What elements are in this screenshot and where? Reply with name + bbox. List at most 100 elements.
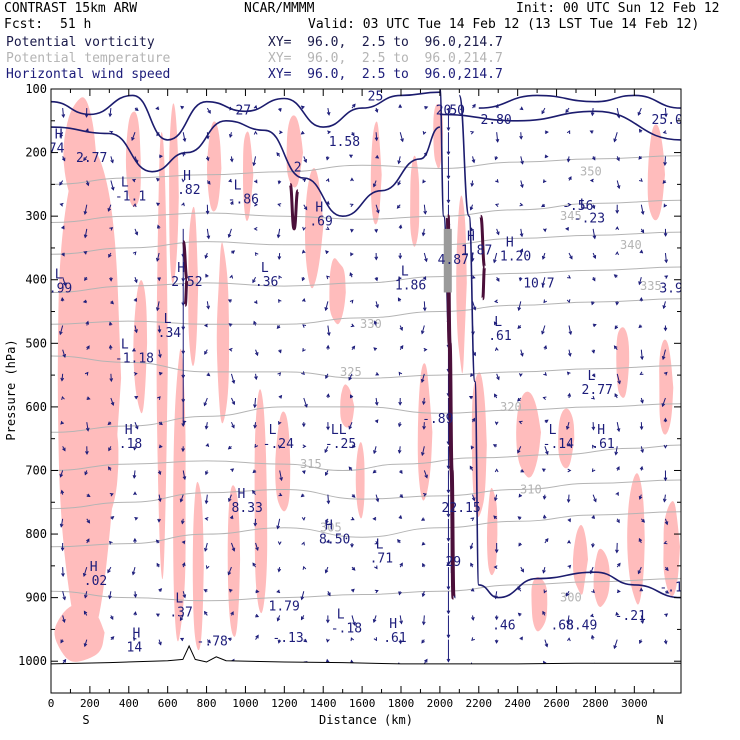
wind-arrow-head <box>663 161 667 166</box>
wind-arrow-head <box>350 228 354 233</box>
wind-arrow-head <box>591 395 595 400</box>
wind-arrow-head <box>374 228 379 233</box>
wind-arrow-head <box>446 489 451 494</box>
wind-arrow-head <box>398 224 403 229</box>
wind-arrow-head <box>349 272 354 277</box>
wind-arrow-head <box>61 157 66 162</box>
wind-arrow-head <box>159 154 163 159</box>
wind-arrow <box>204 397 208 406</box>
pv-extremum-value: -.11 <box>659 580 690 595</box>
pv-extremum-value: .18 <box>119 437 142 452</box>
pv-fill-region <box>133 280 148 414</box>
wind-arrow-head <box>471 275 476 279</box>
wind-arrow-head <box>324 569 329 574</box>
wind-arrow-head <box>204 500 209 505</box>
wind-arrow <box>520 349 524 356</box>
wind-arrow-head <box>494 468 499 473</box>
model-title: CONTRAST 15km ARW <box>4 1 138 16</box>
wind-arrow-head <box>109 277 113 282</box>
wind-arrow-head <box>276 152 281 157</box>
wind-arrow-head <box>446 199 451 204</box>
wind-arrow-head <box>85 320 90 325</box>
wind-arrow-head <box>616 519 620 524</box>
wind-arrow-head <box>543 344 548 350</box>
wind-arrow-head <box>614 393 618 398</box>
wind-arrow <box>158 494 161 502</box>
x-tick-label: 2400 <box>504 697 531 710</box>
wind-arrow-head <box>228 588 233 593</box>
wind-arrow-head <box>663 417 668 422</box>
pv-extremum-value: 22.15 <box>442 501 481 516</box>
pv-extremum-value: -.78 <box>197 634 228 649</box>
isentrope-label: 335 <box>640 279 662 293</box>
pv-extremum-value: 1.20 <box>500 250 531 265</box>
pv-extremum-marker: H <box>389 617 397 632</box>
pv-extremum-marker: L <box>55 267 63 282</box>
wind-arrow-head <box>424 658 428 663</box>
wind-arrow <box>568 349 571 356</box>
wind-arrow-head <box>204 425 209 430</box>
pv-extremum-marker: L <box>401 264 409 279</box>
wind-arrow-head <box>62 353 66 358</box>
wind-arrow-head <box>375 498 380 503</box>
wind-arrow-head <box>303 158 307 163</box>
wind-arrow-head <box>615 210 620 214</box>
wind-arrow-head <box>181 540 186 545</box>
wind-arrow-head <box>615 611 619 616</box>
wind-arrow-head <box>83 157 87 162</box>
wind-arrow <box>254 397 257 408</box>
wind-arrow-head <box>108 344 113 349</box>
pv-extremum-value: .37 <box>169 606 192 621</box>
wind-arrow-head <box>421 452 425 457</box>
wind-arrow-head <box>421 232 426 237</box>
wind-arrow-head <box>399 345 404 349</box>
wind-arrow-head <box>494 639 499 644</box>
wind-arrow-head <box>253 226 258 231</box>
wind-arrow <box>637 566 642 574</box>
wind-arrow-head <box>589 178 594 183</box>
x-tick-label: 600 <box>158 697 178 710</box>
wind-arrow-head <box>158 444 163 449</box>
wind-arrow-head <box>566 620 570 625</box>
wind-arrow-head <box>518 420 523 425</box>
pv-fill-region <box>340 384 355 428</box>
wind-arrow-head <box>155 307 160 312</box>
wind-arrow <box>134 325 138 333</box>
wind-arrow <box>567 494 570 503</box>
wind-arrow-head <box>301 297 306 303</box>
wind-arrow-head <box>62 658 67 663</box>
wind-arrow-head <box>158 371 163 376</box>
pv-extremum-marker: L <box>588 369 596 384</box>
x-tick-label: 2000 <box>427 697 454 710</box>
wind-arrow-head <box>203 589 208 593</box>
wind-arrow-head <box>422 179 426 184</box>
wind-arrow-head <box>519 135 523 140</box>
wind-arrow-head <box>639 297 644 301</box>
wind-arrow-head <box>156 224 161 229</box>
wind-arrow-head <box>83 610 88 615</box>
wind-arrow-head <box>326 332 331 337</box>
y-tick-label: 800 <box>25 527 47 541</box>
wind-arrow-head <box>374 401 379 406</box>
wind-arrow-head <box>591 373 596 378</box>
wind-arrow-head <box>591 468 596 473</box>
wind-arrow <box>664 108 667 117</box>
pv-fill-region <box>63 97 96 207</box>
pv-extremum-value: 14 <box>127 641 143 656</box>
wind-arrow-head <box>492 444 497 448</box>
wind-arrow-head <box>496 376 500 381</box>
pv-extremum-value: .69 <box>309 215 332 230</box>
wind-arrow-head <box>348 466 353 471</box>
isentrope-label: 310 <box>520 483 542 497</box>
wind-arrow-head <box>470 445 475 450</box>
wind-arrow-head <box>637 111 642 116</box>
wind-arrow-head <box>566 299 571 304</box>
wind-arrow-head <box>301 516 306 521</box>
wind-arrow-head <box>109 227 114 231</box>
wind-arrow-head <box>205 442 210 448</box>
wind-arrow-head <box>132 637 137 641</box>
wind-arrow-head <box>83 643 88 648</box>
wind-arrow <box>541 325 546 334</box>
wind-arrow-head <box>565 109 569 114</box>
wind-arrow-head <box>613 645 617 650</box>
